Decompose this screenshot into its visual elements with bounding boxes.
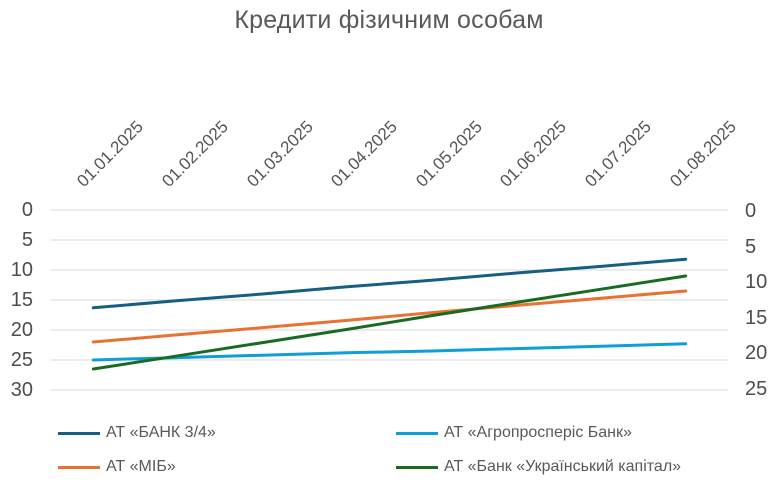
y-axis-right-label: 25 xyxy=(745,378,768,400)
y-axis-left-label: 25 xyxy=(10,349,33,371)
legend-label-mib: АТ «МІБ» xyxy=(106,458,176,475)
y-axis-left-label: 0 xyxy=(21,199,33,221)
series-line-1 xyxy=(91,289,688,344)
legend-line-swatch-bank-3-4 xyxy=(58,431,100,435)
y-axis-left-label: 5 xyxy=(21,229,33,251)
series-line-0 xyxy=(91,257,688,310)
y-axis-left-label: 15 xyxy=(10,289,33,311)
legend-item-ukrainskyi-kapital: АТ «Банк «Український капітал» xyxy=(396,458,681,476)
legend-line-swatch-ukrainskyi-kapital xyxy=(396,465,438,469)
series-line-2 xyxy=(91,342,688,362)
legend-label-agroprosperis-bank: АТ «Агропросперіс Банк» xyxy=(444,424,632,441)
y-axis-left-label: 20 xyxy=(10,319,33,341)
y-axis-left-label: 10 xyxy=(10,259,33,281)
legend-line-swatch-mib xyxy=(58,465,100,469)
chart-title: Кредити фізичним особам xyxy=(234,6,544,34)
legend-item-mib: АТ «МІБ» xyxy=(58,458,176,476)
y-axis-right-label: 15 xyxy=(745,306,768,329)
y-axis-left-label: 30 xyxy=(10,379,33,401)
y-axis-right-label: 20 xyxy=(745,342,768,365)
legend-item-agroprosperis-bank: АТ «Агропросперіс Банк» xyxy=(396,424,632,442)
y-axis-right-label: 0 xyxy=(745,200,757,222)
legend-item-bank-3-4: АТ «БАНК 3/4» xyxy=(58,424,216,442)
legend-line-swatch-agroprosperis-bank xyxy=(396,431,438,435)
legend-label-bank-3-4: АТ «БАНК 3/4» xyxy=(106,424,216,441)
legend-label-ukrainskyi-kapital: АТ «Банк «Український капітал» xyxy=(444,458,682,475)
y-axis-right-label: 10 xyxy=(745,271,768,294)
y-axis-right-label: 5 xyxy=(745,235,757,258)
series-line-3 xyxy=(91,274,688,371)
